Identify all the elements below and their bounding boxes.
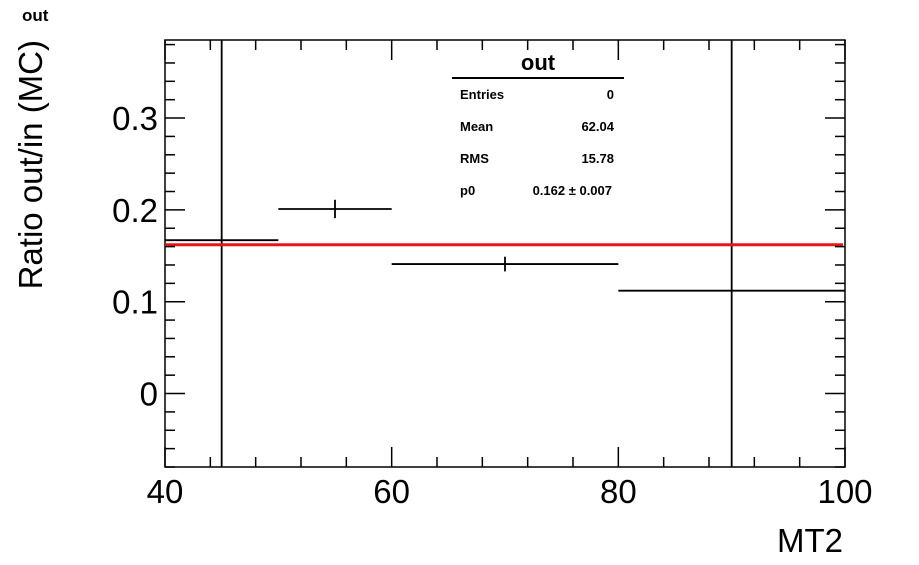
plot-border [164, 39, 846, 468]
stats-value: 62.04 [581, 119, 614, 134]
y-axis-label: Ratio out/in (MC) [12, 40, 49, 289]
plot-frame [164, 39, 846, 468]
stats-key: Mean [460, 119, 494, 134]
stats-value: 0 [606, 87, 614, 102]
stats-row-mean: Mean 62.04 [452, 111, 624, 143]
stats-value: 0.162 ± 0.007 [532, 183, 612, 198]
stats-value: 15.78 [581, 151, 614, 166]
stats-title: out [452, 50, 624, 79]
y-tick-label: 0.3 [112, 100, 158, 137]
y-tick-label: 0.2 [112, 192, 158, 229]
y-tick-label: 0 [140, 376, 158, 413]
stats-row-entries: Entries 0 [452, 79, 624, 111]
stats-key: Entries [460, 87, 505, 102]
data-point [278, 199, 392, 219]
stats-key: RMS [460, 151, 489, 166]
vertical-cut-lines [220, 40, 733, 467]
axes: 40 60 80 100 0 0.1 0.2 0.3 [112, 40, 873, 510]
x-tick-label: 60 [373, 473, 410, 510]
x-tick-label: 80 [600, 473, 637, 510]
x-tick-label: 100 [817, 473, 872, 510]
data-point [391, 256, 619, 272]
stats-row-fit: p0 0.162 ± 0.007 [452, 175, 624, 207]
stats-box: out Entries 0 Mean 62.04 RMS 15.78 p0 0.… [452, 50, 624, 207]
x-tick-label: 40 [147, 473, 184, 510]
stats-key: p0 [460, 183, 476, 198]
x-axis-label: MT2 [777, 522, 843, 559]
y-tick-label: 0.1 [112, 284, 158, 321]
stats-row-rms: RMS 15.78 [452, 143, 624, 175]
histogram-title: out [22, 6, 49, 25]
data-points [165, 199, 845, 292]
